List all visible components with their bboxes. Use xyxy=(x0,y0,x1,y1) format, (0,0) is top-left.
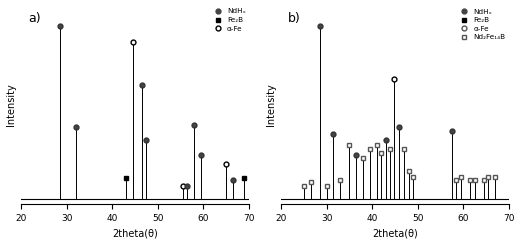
Text: a): a) xyxy=(28,11,41,24)
Text: b): b) xyxy=(288,11,301,24)
Legend: NdHₓ, Fe₂B, α-Fe: NdHₓ, Fe₂B, α-Fe xyxy=(210,8,246,32)
Y-axis label: Intensity: Intensity xyxy=(6,83,16,126)
X-axis label: 2theta(θ): 2theta(θ) xyxy=(372,228,418,238)
Y-axis label: Intensity: Intensity xyxy=(266,83,276,126)
Legend: NdHₓ, Fe₂B, α-Fe, Nd₂Fe₁₄B: NdHₓ, Fe₂B, α-Fe, Nd₂Fe₁₄B xyxy=(457,8,506,41)
X-axis label: 2theta(θ): 2theta(θ) xyxy=(112,228,158,238)
